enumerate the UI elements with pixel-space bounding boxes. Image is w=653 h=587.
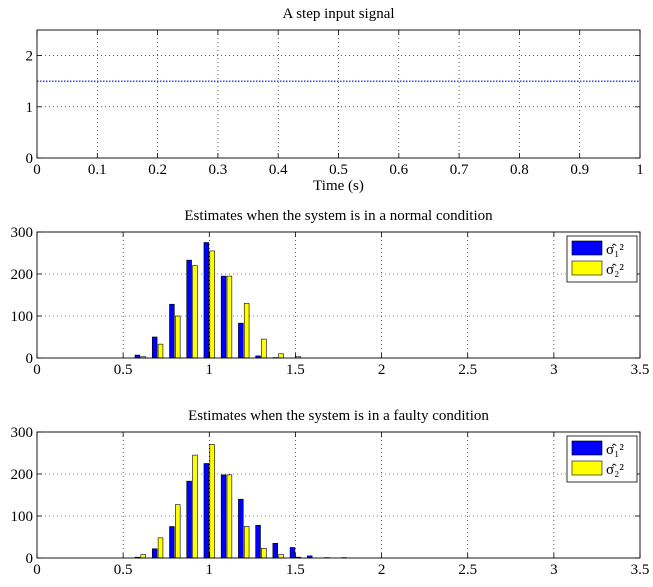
legend-swatch-1 bbox=[571, 240, 603, 256]
bar-series-2 bbox=[175, 315, 181, 359]
x-tick-label: 3 bbox=[550, 362, 558, 378]
x-tick-label: 0.5 bbox=[329, 162, 348, 178]
y-tick-label: 200 bbox=[11, 467, 34, 483]
bar-series-2 bbox=[278, 353, 284, 359]
chart-panel-1: 0 0.1 0.2 0.3 0.4 0.5 0.6 0.7 0.8 0.9 1 0 1 2 A step i… bbox=[26, 6, 644, 194]
bar-series-2 bbox=[261, 338, 267, 359]
bar-series-1 bbox=[186, 480, 192, 559]
legend-label-1: σ̂₁² bbox=[606, 442, 624, 458]
x-tick-label: 2 bbox=[378, 362, 386, 378]
chart-title: A step input signal bbox=[282, 6, 394, 22]
bar-series-2 bbox=[209, 250, 215, 359]
x-tick-label: 0.6 bbox=[389, 162, 408, 178]
x-axis-label: Time (s) bbox=[313, 178, 364, 194]
x-tick-label: 0.2 bbox=[148, 162, 167, 178]
bar-series-2 bbox=[209, 444, 215, 559]
x-tick-label: 0 bbox=[33, 562, 41, 578]
x-tick-label: 0 bbox=[33, 162, 41, 178]
plot-area bbox=[37, 232, 640, 358]
bar-series-2 bbox=[157, 343, 164, 359]
x-tick-label: 0.9 bbox=[570, 162, 589, 178]
x-tick-label: 2.5 bbox=[458, 362, 477, 378]
x-tick-label: 0.4 bbox=[269, 162, 288, 178]
y-tick-label: 200 bbox=[11, 267, 34, 283]
x-tick-label: 2 bbox=[378, 562, 386, 578]
chart-title: Estimates when the system is in a normal… bbox=[184, 208, 493, 224]
axes-frame bbox=[36, 431, 641, 559]
bar-series-2 bbox=[278, 554, 284, 559]
bar-series-1 bbox=[238, 322, 244, 359]
bar-series-2 bbox=[261, 548, 267, 559]
bar-series-2 bbox=[243, 526, 250, 559]
axes-frame bbox=[36, 29, 641, 159]
x-tick-label: 0.7 bbox=[450, 162, 469, 178]
x-tick-label: 2.5 bbox=[458, 562, 477, 578]
bar-series-1 bbox=[169, 303, 175, 359]
plot-area bbox=[37, 432, 640, 558]
x-tick-label: 0.3 bbox=[209, 162, 228, 178]
x-tick-label: 3.5 bbox=[631, 362, 650, 378]
x-tick-label: 1.5 bbox=[286, 362, 305, 378]
legend-swatch-2 bbox=[571, 260, 603, 276]
y-tick-label: 100 bbox=[11, 309, 34, 325]
legend-label-1: σ̂₁² bbox=[606, 242, 624, 258]
bar-series-1 bbox=[203, 463, 210, 559]
y-tick-label: 1 bbox=[26, 100, 34, 116]
bar-series-1 bbox=[186, 259, 192, 359]
bar-series-1 bbox=[220, 474, 227, 559]
x-tick-label: 0.1 bbox=[88, 162, 107, 178]
y-tick-label: 300 bbox=[11, 225, 34, 241]
legend: σ̂₁² σ̂₂² bbox=[566, 435, 638, 483]
bar-series-2 bbox=[157, 537, 164, 559]
x-tick-label: 0.5 bbox=[114, 562, 133, 578]
y-tick-label: 0 bbox=[26, 151, 34, 167]
x-tick-label: 1 bbox=[636, 162, 644, 178]
legend-label-2: σ̂₂² bbox=[606, 462, 624, 478]
legend-swatch-1 bbox=[571, 440, 603, 456]
legend-label-2: σ̂₂² bbox=[606, 262, 624, 278]
bar-series-1 bbox=[151, 548, 158, 559]
bar-series-1 bbox=[272, 542, 279, 559]
x-tick-label: 0.5 bbox=[114, 362, 133, 378]
y-tick-label: 0 bbox=[26, 551, 34, 567]
bar-series-2 bbox=[175, 504, 181, 559]
y-tick-label: 0 bbox=[26, 351, 34, 367]
x-tick-label: 1 bbox=[206, 362, 214, 378]
bar-series-2 bbox=[226, 275, 233, 359]
bar-series-1 bbox=[169, 526, 175, 559]
bar-series-1 bbox=[289, 547, 296, 559]
bar-series-2 bbox=[243, 303, 250, 359]
bar-series-1 bbox=[151, 336, 158, 359]
chart-panel-2: 0 0.5 1 1.5 2 2.5 3 3.5 0 100 200 300 Estimates when… bbox=[11, 208, 650, 378]
bar-series-2 bbox=[192, 454, 198, 559]
y-tick-label: 100 bbox=[11, 509, 34, 525]
chart-title: Estimates when the system is in a faulty… bbox=[188, 408, 489, 424]
y-tick-label: 2 bbox=[26, 49, 34, 65]
bar-series-1 bbox=[203, 242, 210, 359]
x-tick-label: 0 bbox=[33, 362, 41, 378]
bar-series-1 bbox=[255, 524, 261, 559]
legend: σ̂₁² σ̂₂² bbox=[566, 235, 638, 283]
bar-series-2 bbox=[192, 265, 198, 359]
bar-series-2 bbox=[226, 474, 233, 559]
x-tick-label: 3.5 bbox=[631, 562, 650, 578]
axes-frame bbox=[36, 231, 641, 359]
x-tick-label: 0.8 bbox=[510, 162, 529, 178]
bar-series-2 bbox=[140, 554, 146, 559]
legend-swatch-2 bbox=[571, 460, 603, 476]
bar-series-1 bbox=[220, 275, 227, 359]
x-tick-label: 3 bbox=[550, 562, 558, 578]
chart-panel-3: 0 0.5 1 1.5 2 2.5 3 3.5 0 100 200 300 Estimates when… bbox=[11, 408, 650, 578]
y-tick-label: 300 bbox=[11, 425, 34, 441]
x-tick-label: 1.5 bbox=[286, 562, 305, 578]
bar-series-1 bbox=[238, 498, 244, 559]
x-tick-label: 1 bbox=[206, 562, 214, 578]
